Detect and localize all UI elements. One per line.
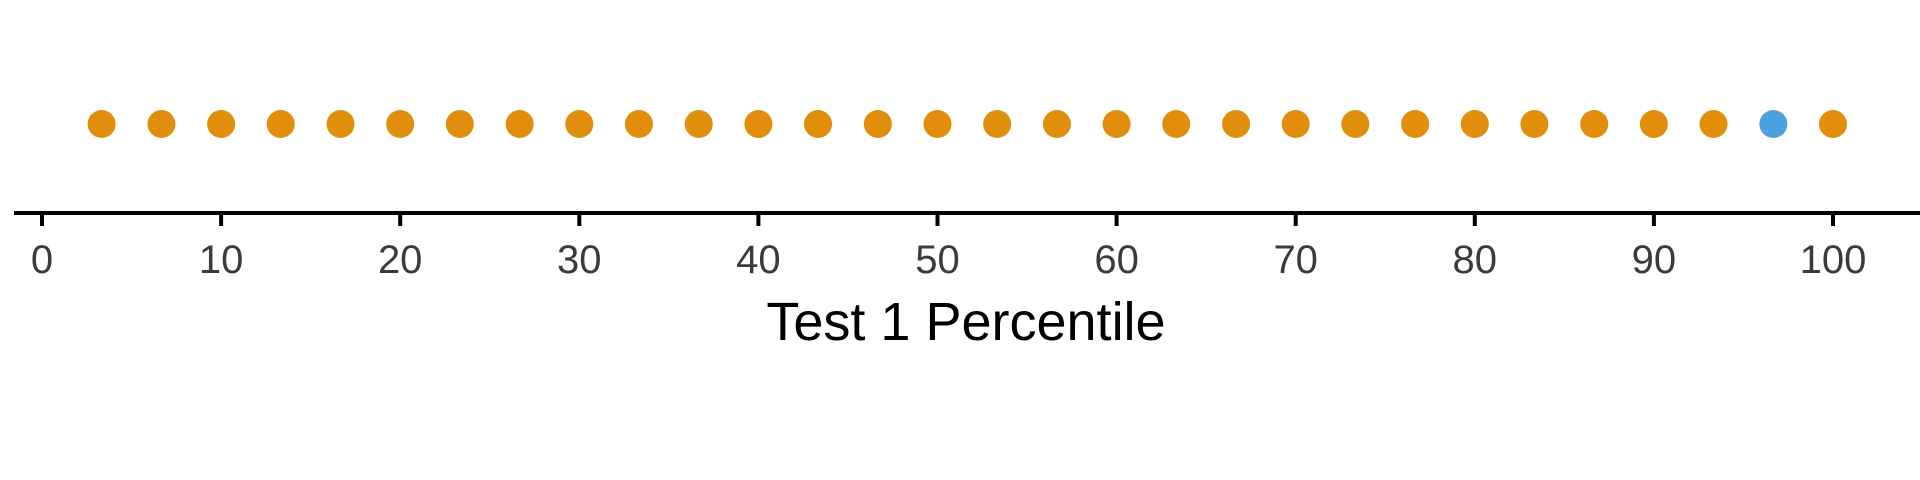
x-tick-label: 90 [1632, 238, 1677, 282]
x-tick-label: 50 [915, 238, 960, 282]
data-point [1401, 110, 1430, 138]
data-point [804, 110, 833, 138]
highlighted-data-point [1759, 110, 1788, 138]
data-point [1042, 110, 1071, 138]
data-point [863, 110, 892, 138]
x-tick-label: 0 [31, 238, 53, 282]
x-axis-title: Test 1 Percentile [766, 292, 1165, 352]
data-point [1580, 110, 1609, 138]
data-point [1341, 110, 1370, 138]
x-tick-label: 60 [1094, 238, 1139, 282]
data-point [147, 110, 176, 138]
data-point [1639, 110, 1668, 138]
x-tick-label: 80 [1453, 238, 1498, 282]
data-point [983, 110, 1012, 138]
x-tick-label: 10 [199, 238, 244, 282]
data-point [326, 110, 355, 138]
x-tick-label: 30 [557, 238, 602, 282]
data-point [1699, 110, 1728, 138]
x-tick-label: 70 [1273, 238, 1318, 282]
data-points [87, 110, 1847, 138]
data-point [445, 110, 474, 138]
data-point [1520, 110, 1549, 138]
data-point [386, 110, 415, 138]
x-axis-ticks: 0 10 20 30 40 50 60 70 80 90 100 [31, 213, 1867, 282]
data-point [1819, 110, 1847, 138]
data-point [1460, 110, 1489, 138]
data-point [87, 110, 116, 138]
data-point [624, 110, 653, 138]
data-point [1102, 110, 1131, 138]
data-point [207, 110, 236, 138]
data-point [565, 110, 594, 138]
data-point [684, 110, 713, 138]
data-point [266, 110, 295, 138]
data-point [744, 110, 773, 138]
data-point [1162, 110, 1191, 138]
x-tick-label: 20 [378, 238, 423, 282]
x-tick-label: 100 [1800, 238, 1867, 282]
data-point [923, 110, 952, 138]
data-point [505, 110, 534, 138]
data-point [1281, 110, 1310, 138]
data-point [1222, 110, 1251, 138]
x-tick-label: 40 [736, 238, 781, 282]
